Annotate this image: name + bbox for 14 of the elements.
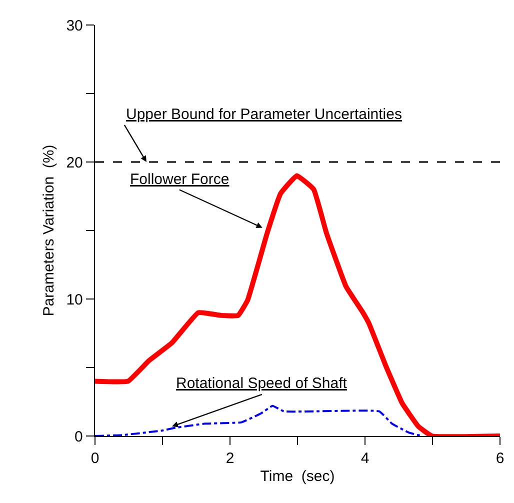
x-tick-label: 4 <box>360 450 370 468</box>
ref-line-label: Upper Bound for Parameter Uncertainties <box>126 106 402 123</box>
x-tick-label: 0 <box>90 450 100 468</box>
y-tick-label: 0 <box>74 428 83 446</box>
line-series <box>95 404 423 436</box>
annotation: Rotational Speed of Shaft <box>176 375 348 392</box>
annotation: Follower Force <box>130 171 230 188</box>
y-axis-title: Parameters Variation (%) <box>40 144 58 316</box>
x-tick-label: 2 <box>226 450 234 468</box>
x-axis-title: Time (sec) <box>260 468 335 486</box>
x-tick-label: 6 <box>496 450 504 468</box>
y-tick-label: 20 <box>66 154 83 172</box>
y-tick-label: 10 <box>66 291 83 308</box>
y-tick-label: 30 <box>66 17 83 34</box>
